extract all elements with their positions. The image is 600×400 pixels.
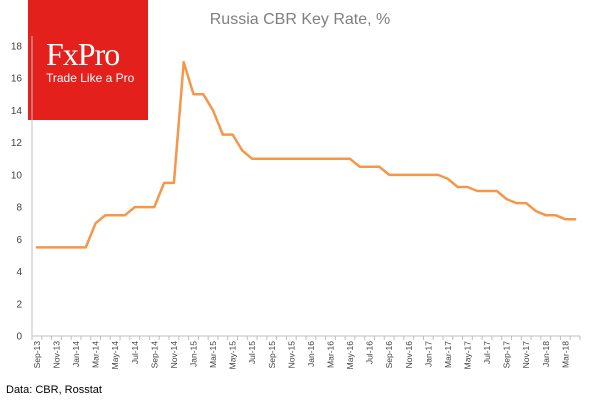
fxpro-logo: FxPro Trade Like a Pro <box>28 0 148 120</box>
x-tick-label: Nov-16 <box>404 341 414 369</box>
y-tick-label: 12 <box>11 138 23 149</box>
x-tick-label: Jan-16 <box>306 341 316 367</box>
y-tick-label: 0 <box>16 332 22 343</box>
x-tick-label: Nov-17 <box>521 341 531 369</box>
y-tick-label: 16 <box>11 74 23 85</box>
x-tick-label: May-15 <box>228 341 238 370</box>
x-tick-label: Sep-13 <box>32 341 42 369</box>
x-tick-label: Nov-13 <box>51 341 61 369</box>
x-tick-label: Sep-17 <box>502 341 512 369</box>
x-tick-label: May-16 <box>345 341 355 370</box>
x-tick-label: Jul-16 <box>365 341 375 364</box>
x-tick-label: Nov-15 <box>286 341 296 369</box>
x-tick-label: Mar-15 <box>208 341 218 368</box>
logo-name: FxPro <box>46 36 120 72</box>
chart-axes: 0 2 4 6 8 10 12 14 16 18 Sep-13 Nov-13 Jan-14 Mar-14 M… <box>11 36 581 370</box>
x-tick-label: Mar-14 <box>91 341 101 368</box>
x-tick-label: May-17 <box>462 341 472 370</box>
x-tick-label: Mar-17 <box>443 341 453 368</box>
x-tick-label: Jan-14 <box>71 341 81 367</box>
x-tick-label: Mar-16 <box>325 341 335 368</box>
x-tick-label: Nov-14 <box>169 341 179 369</box>
x-tick-label: Jan-17 <box>423 341 433 367</box>
logo-tagline: Trade Like a Pro <box>46 71 135 85</box>
x-tick-label: Jan-15 <box>188 341 198 367</box>
x-tick-label: Jul-17 <box>482 341 492 364</box>
y-tick-label: 2 <box>16 299 22 310</box>
series-layer <box>35 60 577 249</box>
x-tick-label: Sep-15 <box>267 341 277 369</box>
x-tick-label: Jan-18 <box>541 341 551 367</box>
chart-title: Russia CBR Key Rate, % <box>210 11 391 28</box>
y-tick-label: 6 <box>16 235 22 246</box>
x-tick-label: Jul-15 <box>247 341 257 364</box>
x-tick-label: Jul-14 <box>130 341 140 364</box>
x-tick-label: Sep-14 <box>149 341 159 369</box>
series-line <box>35 60 577 249</box>
y-tick-label: 4 <box>16 267 22 278</box>
x-tick-label: May-14 <box>110 341 120 370</box>
x-tick-label: Mar-18 <box>560 341 570 368</box>
y-tick-label: 8 <box>16 203 22 214</box>
y-tick-label: 10 <box>11 170 23 181</box>
y-tick-label: 18 <box>11 42 23 53</box>
y-tick-label: 14 <box>11 106 23 117</box>
source-note: Data: CBR, Rosstat <box>6 384 102 396</box>
x-tick-label: Sep-16 <box>384 341 394 369</box>
